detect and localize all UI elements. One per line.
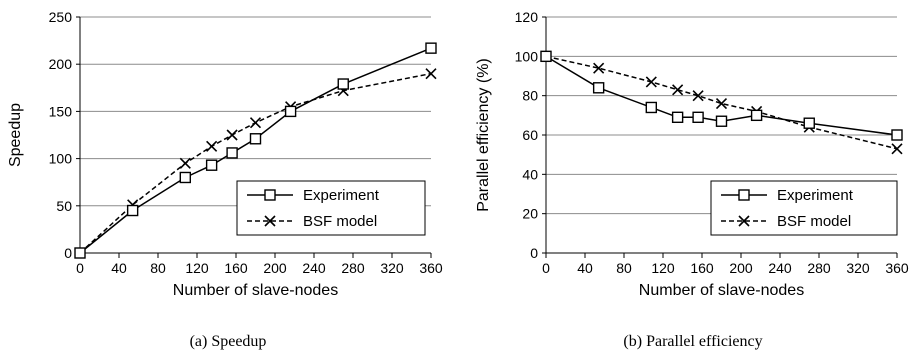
x-tick-label: 360 — [419, 260, 443, 276]
data-point — [671, 111, 684, 124]
data-point — [205, 159, 218, 171]
series-experiment — [540, 50, 903, 141]
y-tick-label: 200 — [49, 56, 73, 72]
legend-label: Experiment — [303, 187, 380, 204]
legend-label: Experiment — [777, 187, 854, 204]
data-point — [891, 129, 903, 141]
data-point — [337, 78, 349, 90]
x-tick-label: 320 — [380, 260, 404, 276]
series-line — [545, 55, 898, 150]
x-tick-label: 240 — [302, 260, 326, 276]
legend-marker — [264, 215, 276, 227]
legend: Experiment BSF model — [236, 180, 426, 236]
data-point — [715, 115, 728, 127]
data-point — [249, 117, 262, 129]
data-point — [692, 111, 704, 124]
data-point — [592, 82, 605, 94]
y-tick-label: 100 — [515, 48, 539, 64]
x-tick-label: 120 — [185, 260, 209, 276]
y-tick-label: 100 — [49, 151, 73, 167]
data-point — [425, 42, 437, 54]
data-point — [206, 140, 218, 152]
y-tick-label: 50 — [56, 198, 72, 214]
x-tick-label: 280 — [807, 260, 831, 276]
chart-1: 0 50 100 150 200 250 0 40 80 120 160 200 240 280 320 36… — [7, 9, 443, 350]
data-point — [179, 157, 191, 169]
data-point — [803, 117, 815, 129]
y-tick-label: 150 — [49, 103, 73, 119]
chart-2: 0 20 40 60 80 100 120 0 40 80 120 160 200 240 280 320 36… — [475, 9, 909, 350]
legend-marker — [738, 189, 750, 201]
y-tick-label: 0 — [64, 245, 72, 261]
x-tick-label: 40 — [111, 260, 127, 276]
y-tick-label: 120 — [515, 9, 539, 25]
y-tick-label: 250 — [49, 9, 73, 25]
x-tick-label: 40 — [577, 260, 593, 276]
data-point — [540, 50, 552, 63]
data-point — [74, 247, 86, 259]
data-point — [593, 62, 605, 74]
data-point — [179, 171, 192, 184]
x-tick-label: 320 — [846, 260, 870, 276]
x-tick-label: 80 — [616, 260, 632, 276]
data-point — [226, 147, 238, 159]
data-point — [715, 97, 728, 110]
legend: Experiment BSF model — [710, 180, 898, 236]
series-bsf-model — [540, 50, 903, 155]
chart-caption: (b) Parallel efficiency — [623, 333, 762, 350]
data-point — [284, 105, 297, 118]
y-tick-label: 0 — [530, 245, 538, 261]
chart-caption: (a) Speedup — [190, 333, 267, 350]
legend-marker — [738, 215, 750, 227]
data-point — [750, 109, 763, 122]
y-tick-label: 40 — [522, 166, 538, 182]
legend-label: BSF model — [303, 213, 377, 230]
data-point — [126, 204, 139, 217]
legend-marker — [264, 189, 276, 201]
data-point — [645, 101, 657, 114]
y-axis-label: Parallel efficiency (%) — [475, 58, 492, 212]
x-tick-label: 200 — [263, 260, 287, 276]
y-tick-label: 80 — [522, 88, 538, 104]
legend-label: BSF model — [777, 213, 851, 230]
data-point — [226, 129, 238, 141]
x-tick-label: 160 — [224, 260, 248, 276]
y-tick-label: 60 — [522, 127, 538, 143]
data-point — [672, 84, 684, 96]
x-tick-label: 0 — [542, 260, 550, 276]
x-axis-label: Number of slave-nodes — [173, 282, 338, 299]
x-tick-label: 360 — [885, 260, 909, 276]
x-axis-label: Number of slave-nodes — [639, 282, 804, 299]
data-point — [692, 90, 704, 102]
x-tick-label: 80 — [150, 260, 166, 276]
x-tick-label: 160 — [690, 260, 714, 276]
data-point — [249, 133, 262, 145]
x-tick-label: 280 — [341, 260, 365, 276]
x-tick-label: 0 — [76, 260, 84, 276]
y-tick-label: 20 — [522, 206, 538, 222]
series-experiment — [74, 42, 437, 259]
x-tick-label: 240 — [768, 260, 792, 276]
data-point — [891, 143, 903, 155]
data-point — [425, 68, 437, 80]
x-tick-label: 120 — [651, 260, 675, 276]
y-axis-label: Speedup — [7, 103, 24, 167]
x-tick-label: 200 — [729, 260, 753, 276]
data-point — [645, 76, 657, 88]
